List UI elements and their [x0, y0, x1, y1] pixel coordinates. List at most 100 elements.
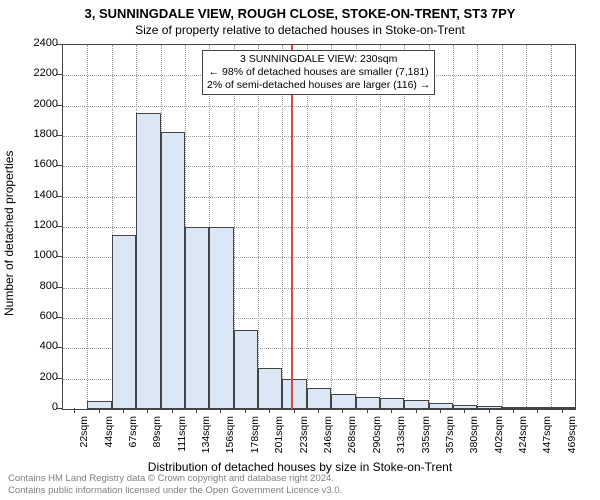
- grid-line-v: [331, 45, 332, 409]
- y-tick-label: 1600: [18, 158, 58, 170]
- y-tick-mark: [57, 196, 62, 197]
- grid-line-v: [87, 45, 88, 409]
- grid-line-v: [307, 45, 308, 409]
- histogram-bar: [209, 227, 233, 409]
- grid-line-v: [356, 45, 357, 409]
- x-tick-mark: [464, 408, 465, 413]
- x-tick-label: 313sqm: [395, 416, 407, 466]
- x-tick-label: 335sqm: [420, 416, 432, 466]
- footer-line2: Contains public information licensed und…: [8, 485, 342, 496]
- annotation-line1: 3 SUNNINGDALE VIEW: 230sqm: [207, 53, 430, 66]
- histogram-bar: [331, 394, 355, 409]
- y-tick-mark: [57, 105, 62, 106]
- x-tick-label: 246sqm: [322, 416, 334, 466]
- y-tick-label: 2400: [18, 37, 58, 49]
- x-tick-mark: [99, 408, 100, 413]
- y-tick-mark: [57, 256, 62, 257]
- x-tick-label: 380sqm: [468, 416, 480, 466]
- histogram-bar: [453, 405, 477, 409]
- x-tick-mark: [318, 408, 319, 413]
- x-tick-mark: [440, 408, 441, 413]
- histogram-bar: [429, 403, 453, 409]
- y-axis-label: Number of detached properties: [2, 151, 16, 316]
- y-tick-mark: [57, 287, 62, 288]
- grid-line-v: [282, 45, 283, 409]
- grid-line-h: [63, 106, 575, 107]
- annotation-line2: ← 98% of detached houses are smaller (7,…: [207, 66, 430, 79]
- histogram-bar: [185, 227, 209, 409]
- x-tick-mark: [367, 408, 368, 413]
- x-tick-label: 134sqm: [200, 416, 212, 466]
- histogram-bar: [551, 407, 575, 409]
- y-tick-label: 600: [18, 310, 58, 322]
- x-tick-label: 357sqm: [444, 416, 456, 466]
- y-tick-mark: [57, 44, 62, 45]
- histogram-bar: [112, 235, 136, 409]
- y-tick-label: 1200: [18, 219, 58, 231]
- x-tick-mark: [147, 408, 148, 413]
- plot-area: [62, 44, 576, 410]
- x-tick-mark: [342, 408, 343, 413]
- y-tick-label: 2000: [18, 98, 58, 110]
- x-tick-mark: [123, 408, 124, 413]
- x-tick-label: 424sqm: [517, 416, 529, 466]
- reference-line: [291, 45, 293, 409]
- x-tick-label: 89sqm: [151, 416, 163, 466]
- histogram-bar: [161, 132, 185, 409]
- grid-line-v: [404, 45, 405, 409]
- histogram-bar: [356, 397, 380, 409]
- x-tick-mark: [269, 408, 270, 413]
- x-tick-label: 447sqm: [541, 416, 553, 466]
- y-tick-label: 400: [18, 340, 58, 352]
- chart-container: 3, SUNNINGDALE VIEW, ROUGH CLOSE, STOKE-…: [0, 0, 600, 500]
- x-tick-label: 201sqm: [273, 416, 285, 466]
- annotation-box: 3 SUNNINGDALE VIEW: 230sqm← 98% of detac…: [202, 50, 435, 95]
- x-tick-label: 469sqm: [566, 416, 578, 466]
- x-tick-label: 44sqm: [103, 416, 115, 466]
- x-tick-mark: [391, 408, 392, 413]
- histogram-bar: [87, 401, 111, 409]
- y-tick-mark: [57, 135, 62, 136]
- annotation-line3: 2% of semi-detached houses are larger (1…: [207, 79, 430, 92]
- histogram-bar: [136, 113, 160, 409]
- x-tick-label: 290sqm: [371, 416, 383, 466]
- grid-line-v: [380, 45, 381, 409]
- y-tick-label: 200: [18, 371, 58, 383]
- grid-line-v: [453, 45, 454, 409]
- y-tick-mark: [57, 408, 62, 409]
- histogram-bar: [526, 407, 550, 409]
- x-tick-label: 178sqm: [249, 416, 261, 466]
- histogram-bar: [234, 330, 258, 409]
- footer-line1: Contains HM Land Registry data © Crown c…: [8, 473, 342, 484]
- x-tick-mark: [294, 408, 295, 413]
- x-tick-mark: [172, 408, 173, 413]
- x-tick-label: 402sqm: [493, 416, 505, 466]
- x-tick-label: 223sqm: [298, 416, 310, 466]
- grid-line-v: [429, 45, 430, 409]
- y-tick-mark: [57, 378, 62, 379]
- y-tick-label: 1800: [18, 128, 58, 140]
- chart-title-main: 3, SUNNINGDALE VIEW, ROUGH CLOSE, STOKE-…: [0, 0, 600, 21]
- histogram-bar: [258, 368, 282, 409]
- grid-line-v: [502, 45, 503, 409]
- histogram-bar: [477, 406, 501, 409]
- grid-line-v: [477, 45, 478, 409]
- grid-line-v: [551, 45, 552, 409]
- chart-title-sub: Size of property relative to detached ho…: [0, 21, 600, 37]
- x-tick-mark: [245, 408, 246, 413]
- histogram-bar: [404, 400, 428, 409]
- y-tick-mark: [57, 317, 62, 318]
- x-tick-mark: [196, 408, 197, 413]
- x-tick-mark: [489, 408, 490, 413]
- x-tick-mark: [537, 408, 538, 413]
- grid-line-v: [258, 45, 259, 409]
- y-tick-label: 1000: [18, 249, 58, 261]
- y-tick-mark: [57, 347, 62, 348]
- x-tick-mark: [562, 408, 563, 413]
- y-tick-label: 2200: [18, 67, 58, 79]
- x-tick-mark: [416, 408, 417, 413]
- y-tick-mark: [57, 165, 62, 166]
- x-tick-label: 67sqm: [127, 416, 139, 466]
- x-tick-mark: [74, 408, 75, 413]
- x-tick-label: 22sqm: [78, 416, 90, 466]
